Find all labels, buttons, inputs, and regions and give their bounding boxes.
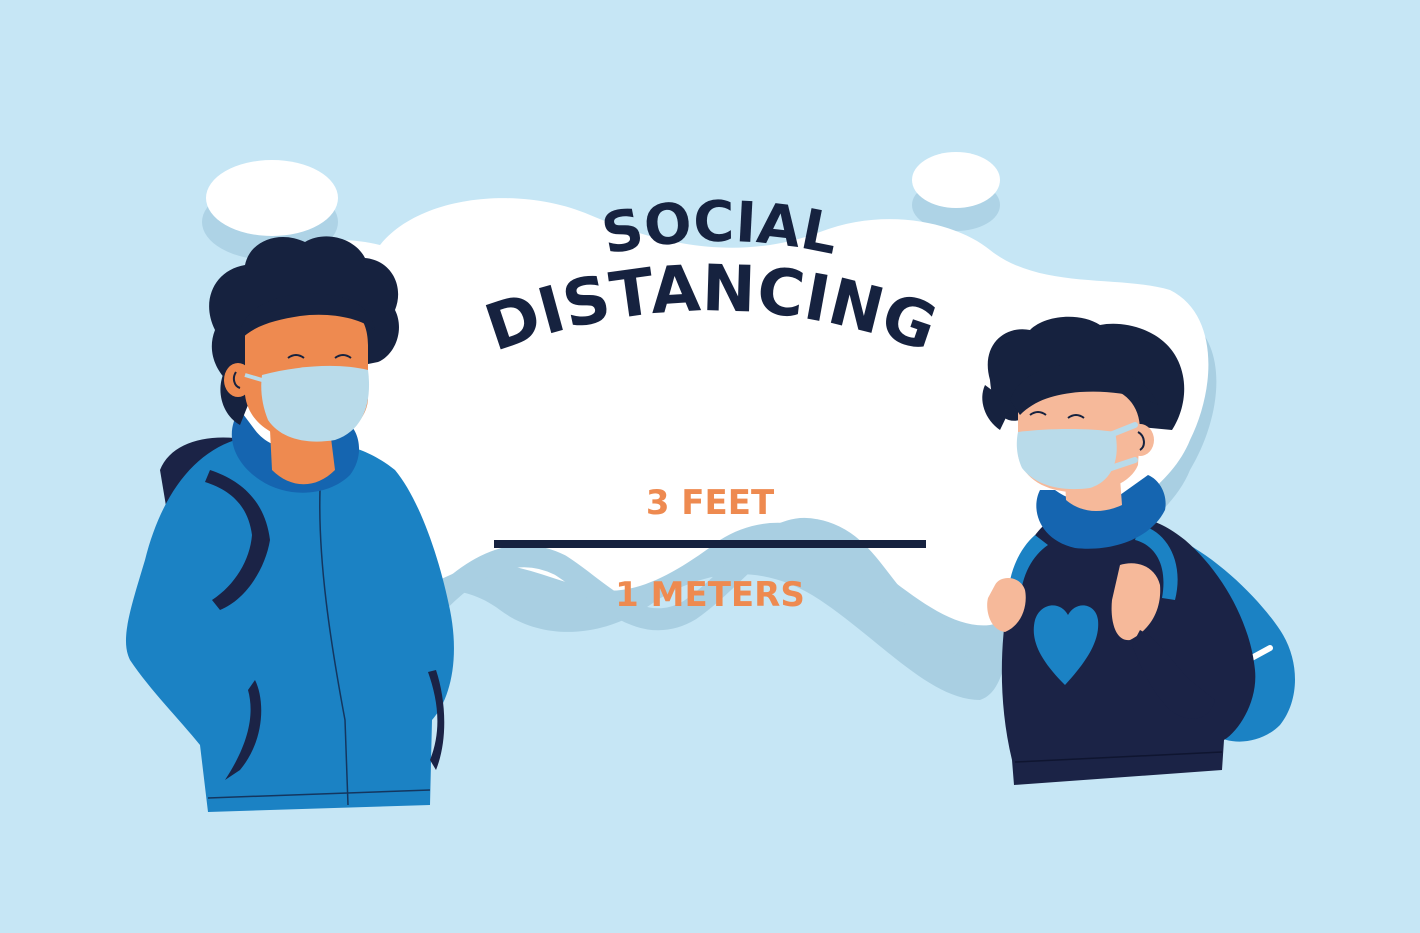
left-mask [261, 365, 370, 442]
cloud-right [912, 152, 1000, 231]
left-pocket-right [428, 670, 445, 770]
right-mask [1016, 429, 1117, 490]
right-eye-right [1067, 414, 1085, 419]
distance-divider [494, 540, 926, 548]
right-person [982, 316, 1295, 785]
heart-icon [1033, 605, 1099, 685]
left-hair-fringe [240, 293, 375, 340]
distance-meters-label: 1 METERS [615, 575, 805, 615]
right-eye-left [1029, 411, 1047, 416]
left-ear [224, 363, 252, 397]
left-jacket-hem [207, 789, 431, 799]
cloud-left [202, 160, 338, 260]
right-mask-strap [1102, 422, 1138, 473]
left-person [125, 236, 454, 812]
left-pocket-left [225, 680, 262, 780]
right-hoodie-hem [1014, 751, 1223, 763]
right-hair-back [982, 385, 1012, 430]
left-jacket [125, 440, 454, 812]
left-ear-detail [232, 371, 241, 389]
right-ear [1126, 424, 1154, 456]
right-backpack-strap-right [1135, 525, 1178, 600]
left-eye-left [287, 354, 305, 359]
right-ear-detail [1137, 431, 1145, 451]
right-hood [1036, 475, 1166, 549]
right-sleeve [1132, 630, 1215, 719]
right-hand-right [1111, 563, 1161, 641]
right-hair-fringe [1010, 363, 1158, 415]
left-mask-strap [244, 373, 263, 382]
left-backpack-strap [205, 470, 270, 610]
left-eye-right [334, 354, 352, 359]
distance-feet-label: 3 FEET [646, 483, 775, 523]
left-neck [270, 430, 335, 485]
left-jacket-zipper [319, 489, 349, 806]
wave-decoration [429, 517, 1041, 660]
speech-cloud [236, 198, 1209, 626]
right-hand-left [987, 578, 1026, 632]
